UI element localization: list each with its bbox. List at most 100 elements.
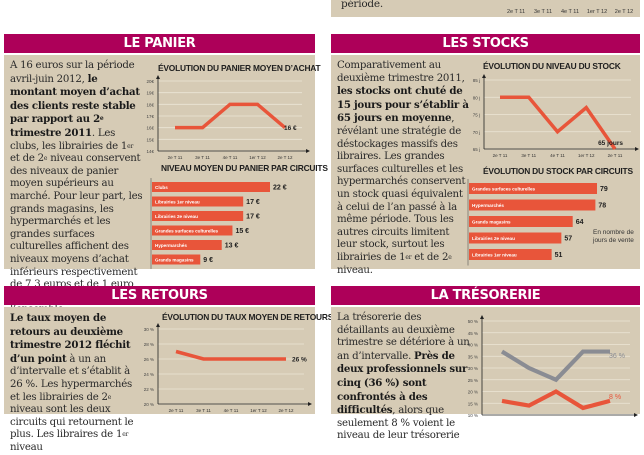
x-tick-label: 4e T 11 [223, 155, 238, 160]
tresorerie-header: LA TRÉSORERIE [331, 286, 640, 305]
y-tick-label: 20 % [468, 390, 478, 395]
bar-value-label: 57 [564, 236, 572, 243]
x-tick-label: 2e T 11 [168, 155, 183, 160]
bar-value-label: 13 € [225, 243, 239, 250]
bar-value-label: 9 € [203, 257, 213, 264]
y-tick-label: 30 % [468, 366, 478, 371]
y-axis-arrow [482, 74, 486, 78]
y-tick-label: 17€ [146, 114, 154, 119]
end-label: 16 € [284, 125, 297, 132]
end-label: 65 jours [598, 140, 623, 147]
panier-text: A 16 euros sur la période avril-juin 201… [10, 60, 144, 317]
y-tick-label: 65 j [473, 147, 480, 152]
x-tick-label: 2e T 11 [608, 153, 623, 158]
bar-category-label: Hypermarchés [472, 203, 504, 208]
x-tick-label: 2e T 11 [507, 9, 525, 15]
x-tick-label: 1er T 12 [249, 155, 266, 160]
x-tick-label: 4e T 11 [561, 9, 579, 15]
y-tick-label: 14€ [146, 149, 154, 154]
x-tick-label: 4e T 11 [550, 153, 565, 158]
y-tick-label: 75 j [473, 113, 480, 118]
retours-line-chart: 30 % 28 % 26 % 24 % 22 % 20 % 2e T 11 3e T 11 4e… [144, 322, 312, 412]
y-tick-label: 80 j [473, 95, 480, 100]
y-tick-label: 18€ [146, 102, 154, 107]
bar-category-label: Librairies 1er niveau [472, 252, 517, 257]
x-tick-label: 2e T 11 [169, 408, 184, 413]
series-line [502, 352, 610, 380]
y-tick-label: 45 % [468, 331, 478, 336]
end-label: 36 % [609, 353, 625, 360]
stocks-highlight: les stocks ont chuté de 15 jours pour s’… [337, 85, 469, 124]
bar-category-label: Librairies 2e niveau [155, 214, 198, 219]
x-tick-label: 2e T 12 [278, 408, 294, 413]
panier-panel: A 16 euros sur la période avril-juin 201… [4, 55, 315, 269]
bar-value-label: 51 [555, 252, 563, 259]
bar-category-label: Grands magasins [155, 257, 194, 262]
bar-category-label: Hypermarchés [155, 243, 187, 248]
x-tick-label: 3e T 11 [521, 153, 536, 158]
y-axis-arrow [156, 323, 160, 327]
x-tick-label: 1er T 12 [587, 9, 607, 15]
panier-line-chart: 20€ 19€ 18€ 17€ 16€ 15€ 14€ 2e T 11 3e T 11 4e T … [144, 73, 312, 161]
x-tick-label: 1er T 12 [250, 408, 267, 413]
bar-category-label: Librairies 2e niveau [472, 236, 515, 241]
x-tick-label: 2e T 11 [493, 153, 508, 158]
y-axis-arrow [480, 315, 484, 319]
retours-header: LES RETOURS [4, 286, 315, 305]
bar-category-label: Grandes surfaces culturelles [155, 228, 219, 233]
bar-value-label: 17 € [246, 214, 260, 221]
x-axis-arrow [308, 402, 312, 406]
bar-category-label: Grands magasins [472, 219, 511, 224]
end-label: 8 % [609, 394, 621, 401]
bar-category-label: Grandes surfaces culturelles [472, 186, 536, 191]
end-label: 26 % [292, 357, 307, 364]
x-tick-label: 2e T 12 [615, 9, 633, 15]
y-tick-label: 50 % [468, 319, 478, 324]
x-tick-label: 3e T 11 [196, 408, 211, 413]
x-tick-label: 4e T 11 [224, 408, 239, 413]
y-tick-label: 26 % [144, 357, 154, 362]
bar-value-label: 17 € [246, 199, 260, 206]
y-tick-label: 20 % [144, 402, 154, 407]
panier-bars-title: NIVEAU MOYEN DU PANIER PAR CIRCUITS [161, 163, 328, 173]
y-tick-label: 19€ [146, 91, 154, 96]
y-tick-label: 85 j [473, 78, 480, 83]
stock-bar-chart: Grandes surfaces culturelles 79 Hypermarch… [468, 177, 638, 267]
retours-panel: Le taux moyen de retours au deuxième tri… [4, 307, 315, 414]
panier-line-title: ÉVOLUTION DU PANIER MOYEN D’ACHAT [158, 63, 320, 73]
retours-text: Le taux moyen de retours au deuxième tri… [10, 312, 144, 455]
y-tick-label: 16€ [146, 126, 154, 131]
stocks-text: Comparativement au deuxième trimestre 20… [337, 60, 471, 277]
y-tick-label: 15€ [146, 137, 154, 142]
y-tick-label: 70 j [473, 130, 480, 135]
y-tick-label: 30 % [144, 327, 154, 332]
y-tick-label: 20€ [146, 79, 154, 84]
x-tick-label: 2e T 12 [277, 155, 293, 160]
stock-bars-annotation: En nombre de jours de vente [593, 229, 635, 244]
bar-category-label: Librairies 1er niveau [155, 199, 200, 204]
panier-header: LE PANIER [4, 34, 315, 53]
bar-value-label: 15 € [235, 228, 249, 235]
x-tick-label: 3e T 11 [195, 155, 210, 160]
y-tick-label: 28 % [144, 342, 154, 347]
y-axis-arrow [156, 75, 160, 79]
y-tick-label: 25 % [468, 378, 478, 383]
y-tick-label: 35 % [468, 354, 478, 359]
x-axis-arrow [635, 147, 639, 151]
tresorerie-line-chart: 50 %45 %40 %35 %30 %25 %20 %15 %10 %36 %… [465, 311, 640, 421]
x-tick-label: 1er T 12 [578, 153, 595, 158]
tresorerie-text: La trésorerie des détaillants au deuxièm… [337, 312, 471, 443]
bar-value-label: 64 [576, 219, 584, 226]
bar-value-label: 22 € [273, 185, 287, 192]
stock-line-title: ÉVOLUTION DU NIVEAU DU STOCK [483, 61, 621, 71]
bar-value-label: 79 [600, 186, 608, 193]
series-line [502, 392, 610, 408]
stock-line-chart: 85 j 80 j 75 j 70 j 65 j 2e T 11 3e T 11 4e T 1… [468, 71, 638, 159]
x-axis-arrow [306, 149, 310, 153]
retours-line-title: ÉVOLUTION DU TAUX MOYEN DE RETOURS [162, 312, 333, 322]
y-tick-label: 22 % [144, 387, 154, 392]
tresorerie-panel: La trésorerie des détaillants au deuxièm… [331, 307, 640, 414]
y-tick-label: 24 % [144, 372, 154, 377]
